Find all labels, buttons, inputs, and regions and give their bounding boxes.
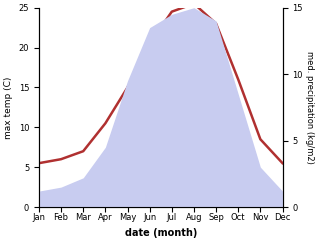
Y-axis label: med. precipitation (kg/m2): med. precipitation (kg/m2) (305, 51, 314, 164)
Y-axis label: max temp (C): max temp (C) (4, 76, 13, 138)
X-axis label: date (month): date (month) (125, 228, 197, 238)
